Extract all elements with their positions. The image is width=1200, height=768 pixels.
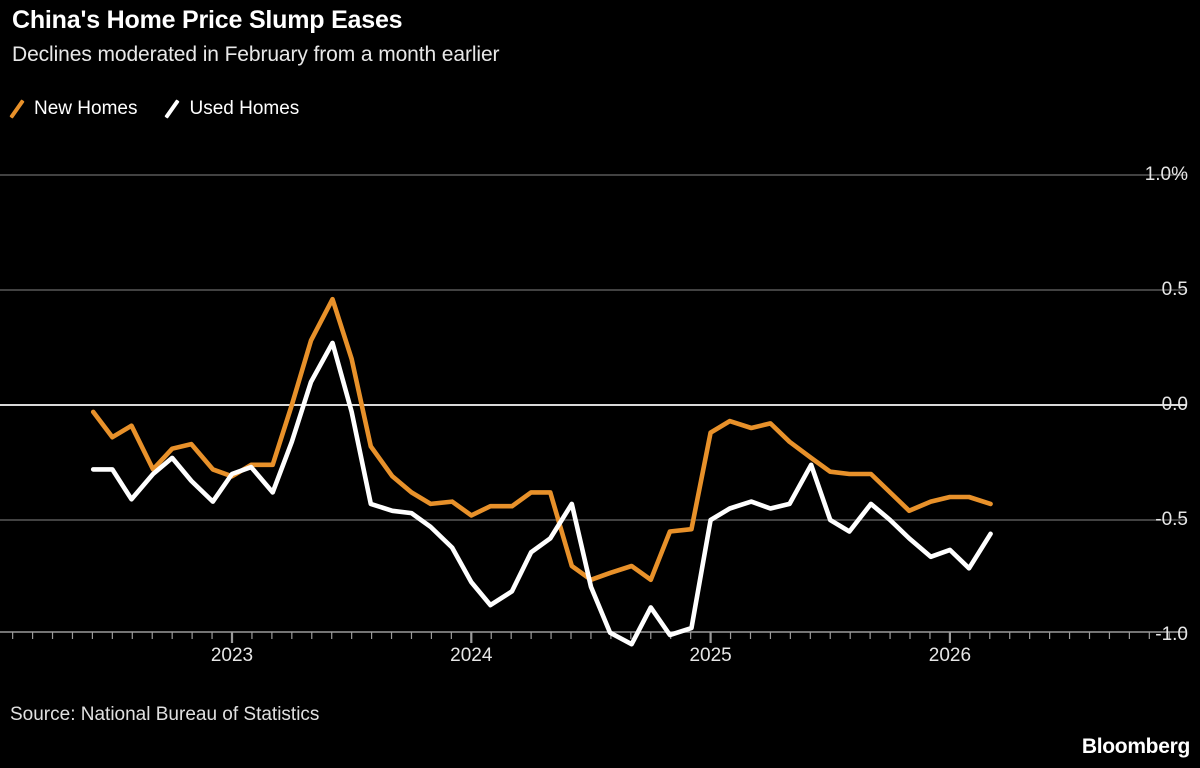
y-axis-tick-label: 1.0%: [1144, 164, 1188, 185]
series-line-used-homes: [90, 340, 993, 647]
page-title: China's Home Price Slump Eases: [12, 6, 403, 34]
x-axis-tick-label: 2024: [450, 645, 493, 666]
legend-item-new-homes[interactable]: New Homes: [8, 98, 137, 120]
source-note: Source: National Bureau of Statistics: [10, 704, 320, 725]
y-axis-tick-label: 0.0: [1161, 394, 1188, 415]
legend-label: Used Homes: [189, 98, 300, 119]
x-axis-tick-label: 2025: [689, 645, 732, 666]
chart-subtitle: Declines moderated in February from a mo…: [12, 43, 500, 66]
legend-item-used-homes[interactable]: Used Homes: [163, 98, 299, 120]
chart-legend: New Homes Used Homes: [8, 98, 299, 120]
y-axis-tick-label: -0.5: [1155, 509, 1188, 530]
x-axis-tick-label: 2026: [928, 645, 972, 666]
y-axis-tick-label: 0.5: [1161, 279, 1188, 300]
series-line-new-homes: [90, 296, 993, 583]
y-axis-tick-label: -1.0: [1155, 624, 1188, 645]
bloomberg-logo: Bloomberg: [1081, 735, 1190, 758]
legend-label: New Homes: [34, 98, 138, 119]
x-axis-tick-label: 2023: [210, 645, 254, 666]
